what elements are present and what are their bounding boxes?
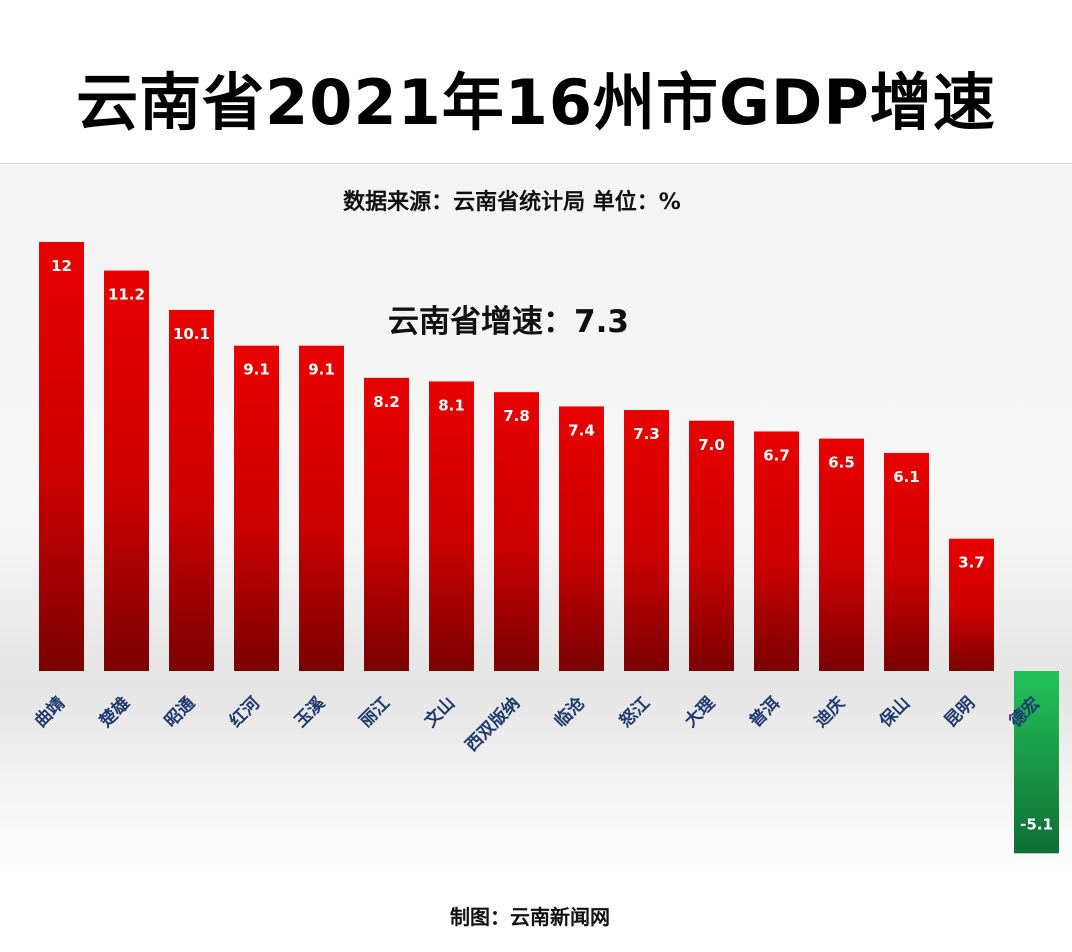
category-label: 迪庆 [810,693,849,732]
bar-value-label: 9.1 [243,361,270,379]
category-label: 楚雄 [95,693,134,732]
bar-9 [559,406,604,671]
bar-5 [299,345,344,671]
category-labels-group: 曲靖 楚雄 昭通 红河 玉溪 丽江 文山 西双版纳 临沧 怒江 大理 普洱 迪庆 保山 昆明 德宏 [31,693,1044,756]
category-label: 怒江 [615,693,654,732]
bar-14 [884,452,929,671]
value-labels-group: 12 11.2 10.1 9.1 9.1 8.2 8.1 7.8 7.4 7.3 7.0 6.7 6.5… [51,257,1053,833]
bar-7 [429,381,474,671]
credit-text: 制图：云南新闻网 [450,905,610,929]
bar-value-label: 6.5 [828,454,855,472]
category-label: 临沧 [550,693,589,732]
category-label: 玉溪 [291,693,330,732]
chart-subtitle: 数据来源：云南省统计局 单位：% [343,190,681,215]
category-label: 丽江 [356,693,394,731]
bar-8 [494,392,539,671]
bar-value-label: 7.0 [698,436,725,454]
bar-15 [949,538,994,671]
category-label: 曲靖 [31,693,69,731]
category-label: 保山 [874,693,914,733]
bar-13 [819,438,864,671]
bar-value-label: 6.7 [763,446,790,464]
category-label: 文山 [420,693,459,732]
category-label: 大理 [680,693,719,732]
bar-value-label: 8.1 [438,396,465,414]
bar-16 [1014,671,1059,854]
bar-value-label: 3.7 [958,554,985,572]
bar-2 [104,270,149,671]
bar-value-label: -5.1 [1020,815,1053,833]
bar-value-label: 10.1 [173,325,210,343]
bars-group [39,242,1059,854]
bar-value-label: 11.2 [108,286,145,304]
page-title: 云南省2021年16州市GDP增速 [76,66,996,139]
bar-1 [39,242,84,671]
bar-value-label: 12 [51,257,72,275]
bar-10 [624,410,669,671]
header-band [0,0,1072,164]
bar-12 [754,431,799,671]
category-label: 红河 [225,693,264,732]
bar-value-label: 7.3 [633,425,660,443]
bar-11 [689,420,734,671]
category-label: 普洱 [745,693,784,732]
category-label: 昭通 [161,693,199,731]
bar-value-label: 9.1 [308,361,335,379]
bar-value-label: 7.4 [568,421,595,439]
bar-value-label: 6.1 [893,468,920,486]
category-label: 昆明 [941,693,979,731]
category-label: 西双版纳 [461,693,524,756]
province-growth-annotation: 云南省增速：7.3 [388,304,629,340]
bar-value-label: 7.8 [503,407,530,425]
bar-3 [169,309,214,671]
bar-6 [364,377,409,671]
bar-value-label: 8.2 [373,393,400,411]
bar-4 [234,345,279,671]
